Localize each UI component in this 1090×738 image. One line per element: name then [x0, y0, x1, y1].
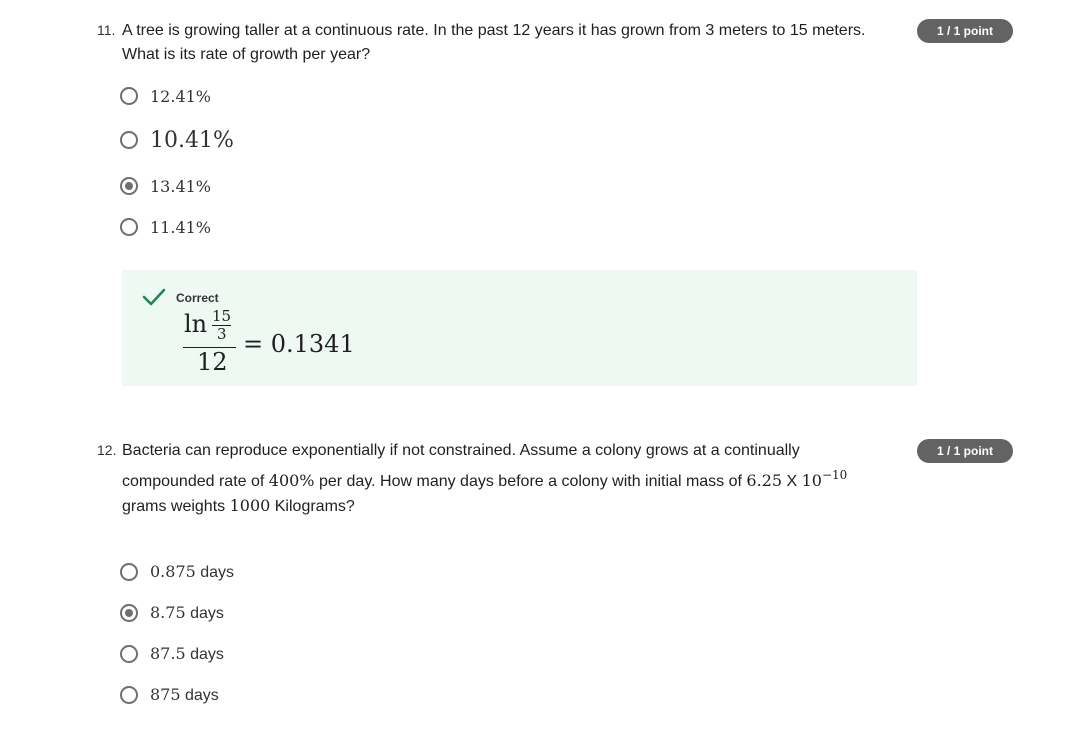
option-label: 87.5 days [150, 644, 224, 664]
option-unit: days [185, 646, 224, 663]
formula-inner-numerator: 15 [212, 307, 232, 325]
growth-rate: 400% [268, 471, 315, 490]
formula-denominator: 12 [197, 348, 228, 376]
target-mass: 1000 [229, 496, 271, 515]
feedback-panel: Correct ln 15 3 12 = 0.1341 [122, 270, 917, 386]
option-unit: days [185, 605, 224, 622]
option-label: 875 days [150, 685, 219, 705]
question-text-line: A tree is growing taller at a continuous… [122, 22, 866, 39]
option-unit: days [180, 687, 219, 704]
text-segment: Kilograms? [270, 498, 355, 515]
radio-button-selected[interactable] [120, 177, 138, 195]
mass-coefficient: 6.25 [746, 471, 783, 490]
option-label: 10.41% [150, 127, 234, 153]
text-segment: per day. How many days before a colony w… [314, 473, 747, 490]
question-number: 12. [97, 442, 117, 458]
option-875-days[interactable]: 875 days [120, 683, 219, 707]
mass-exponent: −10 [821, 468, 848, 482]
radio-button[interactable] [120, 645, 138, 663]
question-text-line: Bacteria can reproduce exponentially if … [122, 442, 800, 459]
text-segment: compounded rate of [122, 473, 269, 490]
formula-inner-denominator: 3 [217, 325, 227, 343]
question-number: 11. [97, 22, 116, 38]
option-87-5-days[interactable]: 87.5 days [120, 642, 224, 666]
text-segment: X [782, 473, 802, 490]
mass-base: 10 [801, 471, 822, 490]
formula-inner-bar [212, 325, 231, 326]
formula-fraction-bar [183, 347, 236, 348]
option-8-75-days[interactable]: 8.75 days [120, 601, 224, 625]
option-value: 8.75 [150, 603, 186, 622]
question-text-line: compounded rate of 400% per day. How man… [122, 463, 912, 494]
check-icon [142, 288, 166, 306]
points-badge: 1 / 1 point [917, 439, 1013, 463]
option-11-41[interactable]: 11.41% [120, 215, 211, 239]
feedback-status: Correct [176, 291, 219, 305]
option-label: 13.41% [150, 176, 212, 196]
radio-button[interactable] [120, 131, 138, 149]
option-label: 11.41% [150, 217, 212, 237]
option-unit: days [195, 564, 235, 581]
option-label: 8.75 days [150, 603, 224, 623]
formula-ln: ln [184, 310, 208, 338]
option-0-875-days[interactable]: 0.875 days [120, 560, 234, 584]
radio-button[interactable] [120, 87, 138, 105]
radio-button[interactable] [120, 563, 138, 581]
radio-button[interactable] [120, 686, 138, 704]
option-13-41[interactable]: 13.41% [120, 174, 211, 198]
question-text-line: grams weights 1000 Kilograms? [122, 494, 912, 519]
formula-result: = 0.1341 [243, 330, 355, 358]
option-label: 0.875 days [150, 562, 234, 582]
option-12-41[interactable]: 12.41% [120, 84, 211, 108]
text-segment: grams weights [122, 498, 230, 515]
question-text: Bacteria can reproduce exponentially if … [122, 439, 912, 519]
option-value: 875 [150, 685, 181, 704]
question-text: A tree is growing taller at a continuous… [122, 19, 912, 67]
points-badge: 1 / 1 point [917, 19, 1013, 43]
radio-button[interactable] [120, 218, 138, 236]
question-text-line: What is its rate of growth per year? [122, 46, 371, 63]
option-value: 87.5 [150, 644, 186, 663]
option-label: 12.41% [150, 86, 212, 106]
option-10-41[interactable]: 10.41% [120, 125, 234, 155]
radio-button-selected[interactable] [120, 604, 138, 622]
option-value: 0.875 [150, 562, 196, 581]
